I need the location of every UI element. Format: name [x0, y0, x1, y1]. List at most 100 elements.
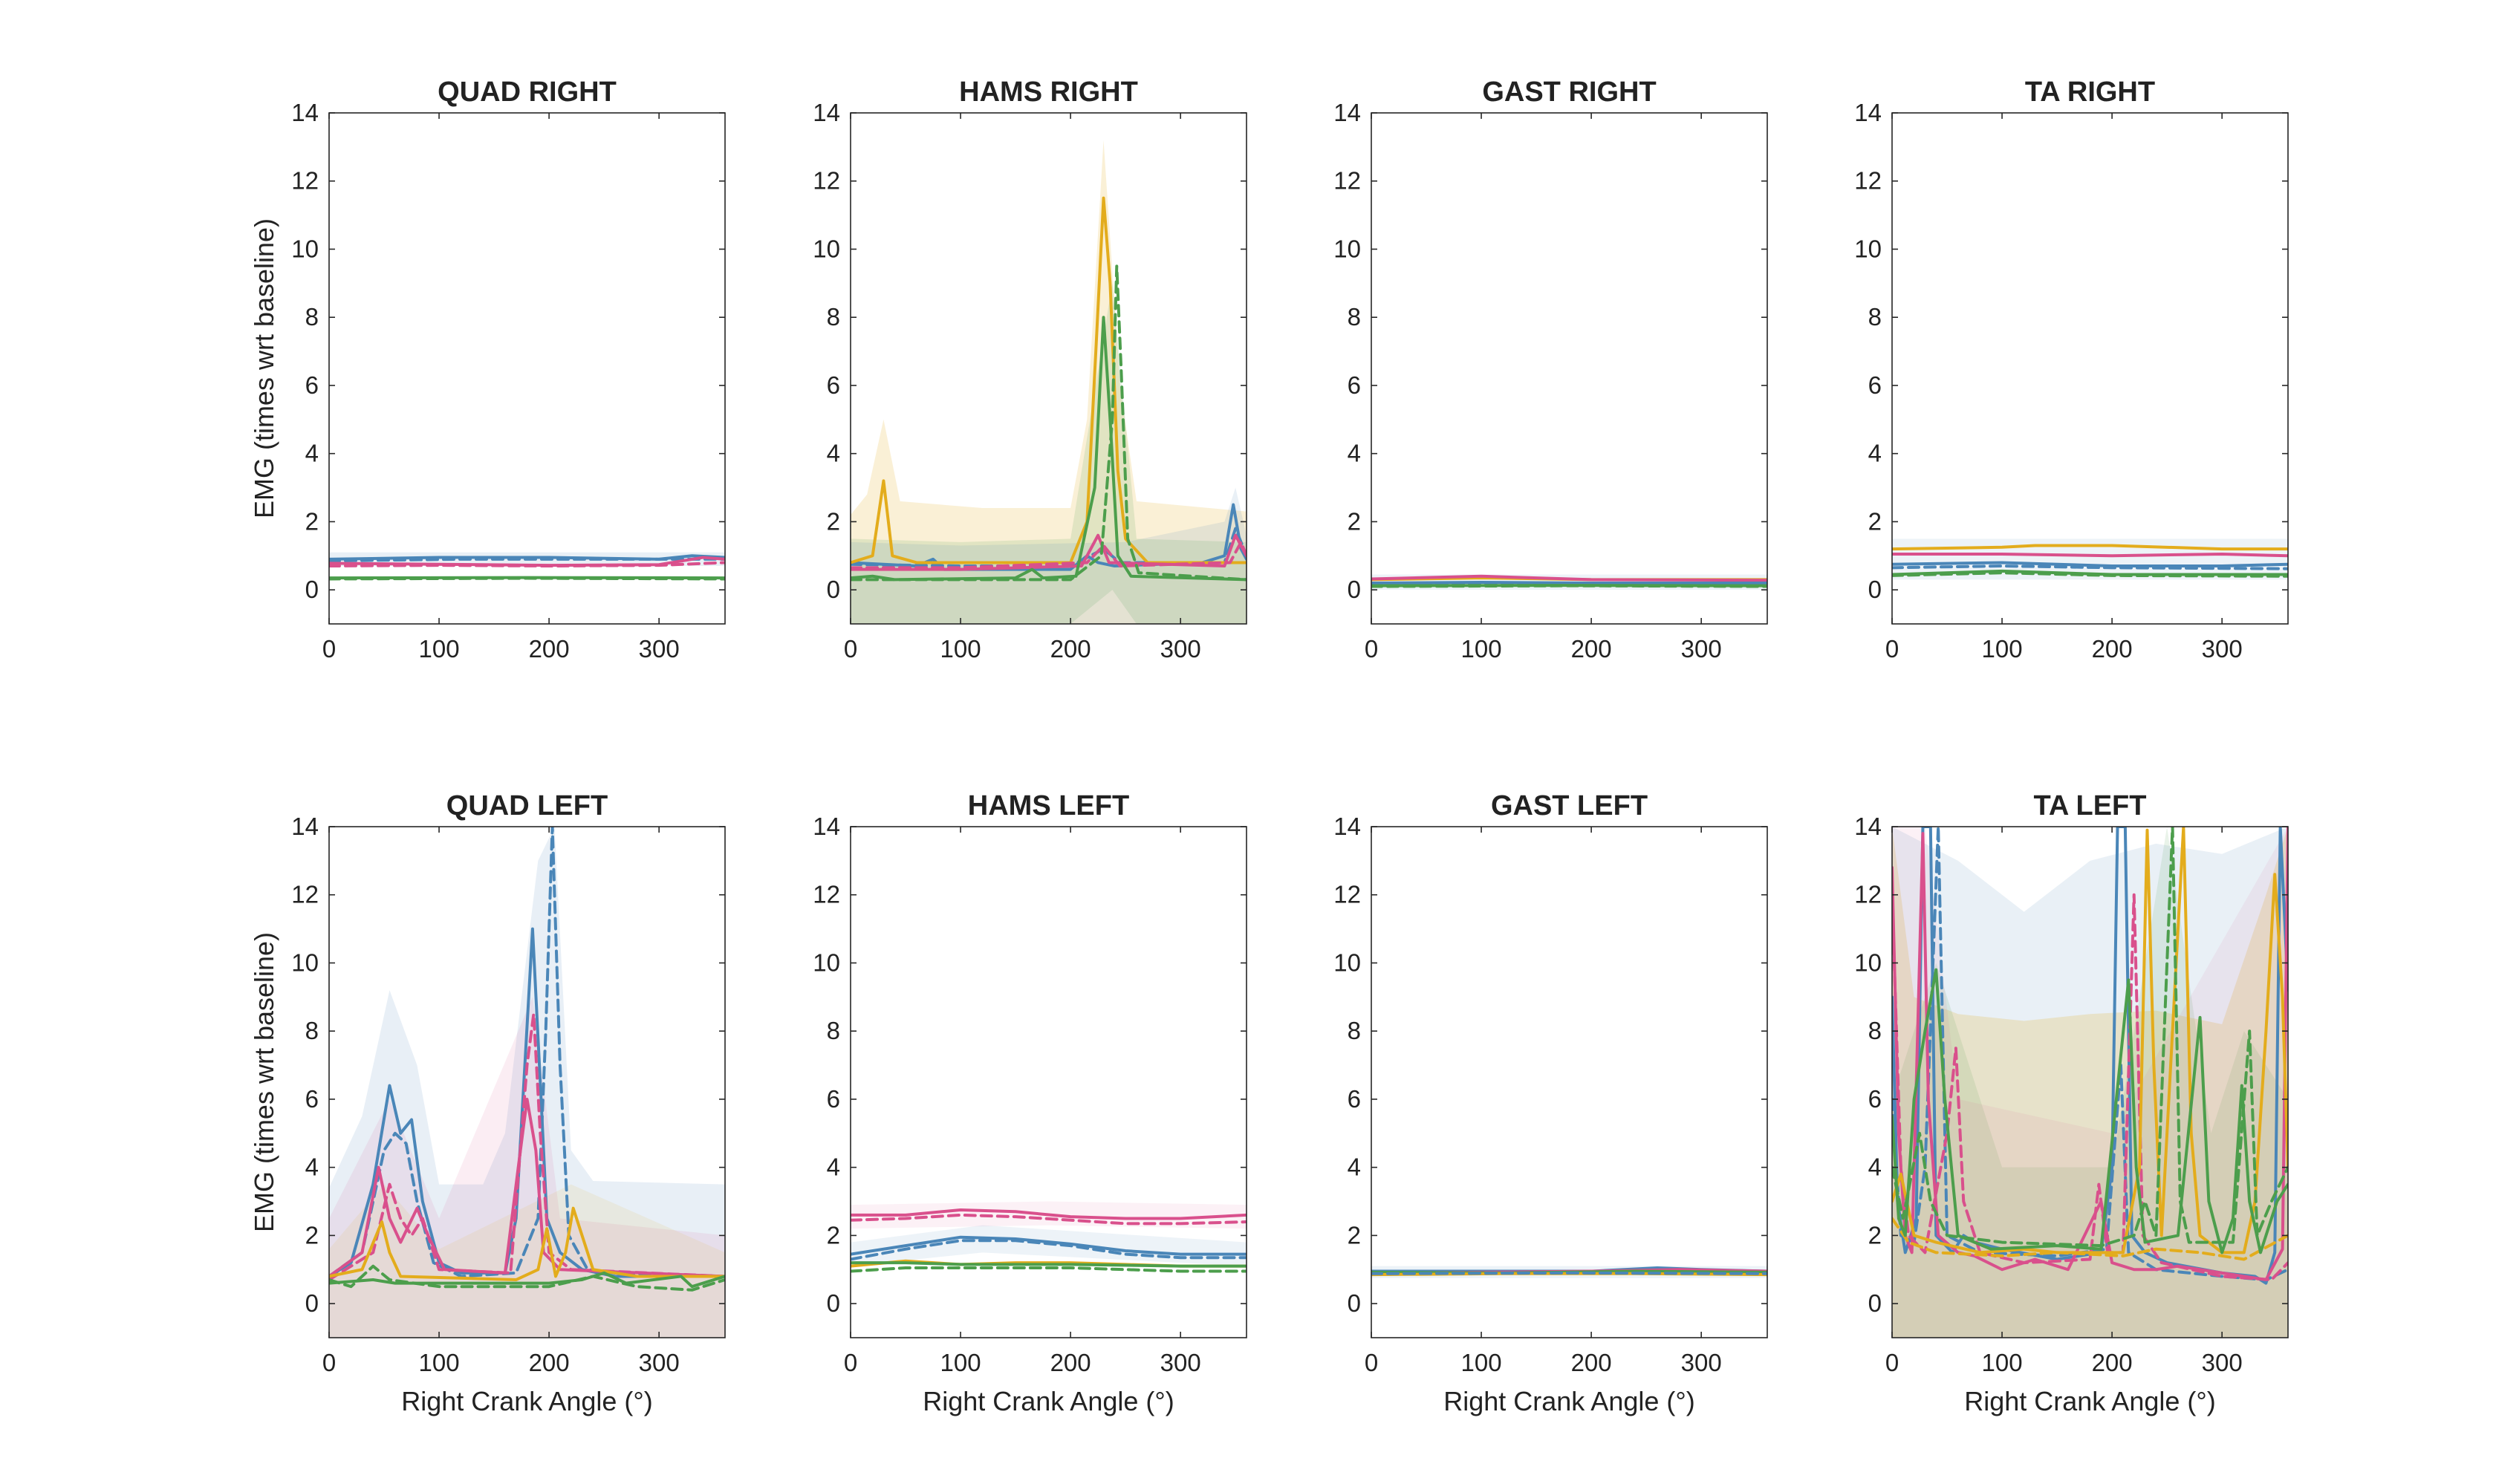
- series-line-blue-dashed: [1892, 564, 2288, 570]
- variability-band-yellow: [851, 140, 1247, 624]
- axes-box: [1891, 826, 2289, 1338]
- x-tick-label: 0: [1365, 1349, 1378, 1376]
- variability-band-green: [851, 283, 1247, 624]
- y-tick-label: 0: [827, 576, 840, 603]
- y-tick-label: 2: [1348, 1221, 1361, 1249]
- plot-area: [1371, 113, 1767, 624]
- x-tick-label: 200: [1571, 635, 1612, 663]
- series-line-green-dashed: [851, 1266, 1247, 1273]
- series-line-green-dashed: [329, 1264, 725, 1292]
- y-tick-label: 10: [291, 948, 319, 976]
- x-tick-label: 100: [1982, 635, 2023, 663]
- x-tick-label: 300: [1681, 1349, 1722, 1376]
- series-line-pink: [1892, 827, 2288, 1282]
- panel-title: HAMS LEFT: [968, 790, 1129, 821]
- y-tick-label: 14: [1333, 813, 1361, 840]
- plot-content: [851, 1201, 1247, 1273]
- series-line-blue-dashed: [851, 527, 1247, 568]
- y-tick-label: 14: [813, 99, 840, 126]
- y-tick-label: 10: [291, 235, 319, 262]
- y-tick-label: 10: [1333, 235, 1361, 262]
- panel-gast-left: 0 2 4 6 8 10 12 14 0 100 200 300 GAST LEFT Right Cran…: [1333, 790, 1768, 1416]
- panel-title: GAST RIGHT: [1482, 77, 1656, 108]
- series-line-blue: [329, 927, 725, 1278]
- plot-area: [851, 827, 1247, 1338]
- series-line-blue-dashed: [329, 827, 725, 1278]
- y-tick-label: 12: [813, 167, 840, 195]
- x-tick-label: 200: [2092, 635, 2133, 663]
- variability-band-green: [1892, 827, 2288, 1338]
- series-line-green-dashed: [1371, 584, 1767, 588]
- y-tick-label: 0: [1348, 576, 1361, 603]
- x-tick-label: 300: [639, 1349, 680, 1376]
- y-tick-label: 12: [291, 881, 319, 908]
- x-tick-label: 200: [1050, 1349, 1091, 1376]
- x-tick-label: 100: [940, 1349, 981, 1376]
- series-line-blue: [1892, 561, 2288, 568]
- series-line-blue: [851, 503, 1247, 571]
- variability-band-blue: [1892, 827, 2288, 1338]
- y-tick-label: 4: [1348, 1153, 1361, 1181]
- series-line-pink-dashed: [851, 540, 1247, 570]
- x-tick-label: 200: [529, 1349, 570, 1376]
- series-line-blue-dashed: [851, 1239, 1247, 1261]
- axes-box: [328, 112, 726, 625]
- y-tick-label: 2: [305, 507, 319, 535]
- y-tick-label: 10: [813, 948, 840, 976]
- y-tick-label: 14: [291, 813, 319, 840]
- x-tick-label: 0: [1365, 635, 1378, 663]
- series-line-pink: [1371, 574, 1767, 582]
- y-tick-label: 10: [1333, 948, 1361, 976]
- y-tick-label: 8: [827, 1017, 840, 1044]
- y-tick-label: 4: [1868, 440, 1882, 467]
- series-line-blue-dashed: [1892, 827, 2288, 1282]
- y-tick-label: 0: [305, 1289, 319, 1317]
- x-axis-label: Right Crank Angle (°): [923, 1386, 1174, 1416]
- y-tick-label: 12: [291, 167, 319, 195]
- y-tick-label: 4: [1348, 440, 1361, 467]
- y-tick-label: 12: [1854, 881, 1882, 908]
- series-line-blue-dashed: [1371, 581, 1767, 585]
- axes-box: [1371, 826, 1768, 1338]
- series-line-green-dashed: [851, 264, 1247, 582]
- panel-title: GAST LEFT: [1491, 790, 1648, 821]
- series-line-green: [851, 1261, 1247, 1268]
- x-tick-label: 100: [1982, 1349, 2023, 1376]
- plot-content: [329, 552, 725, 581]
- y-tick-label: 0: [305, 576, 319, 603]
- series-line-green-dashed: [1892, 571, 2288, 578]
- series-line-yellow: [1892, 827, 2288, 1254]
- series-line-pink-dashed: [329, 561, 725, 568]
- y-tick-label: 8: [1868, 303, 1882, 331]
- y-tick-label: 0: [1868, 1289, 1882, 1317]
- x-tick-label: 0: [322, 1349, 336, 1376]
- y-tick-label: 8: [305, 1017, 319, 1044]
- axes-box: [328, 826, 726, 1338]
- x-axis-label: Right Crank Angle (°): [1964, 1386, 2216, 1416]
- y-tick-label: 8: [827, 303, 840, 331]
- axes-box: [1891, 112, 2289, 625]
- plot-content: [1892, 827, 2288, 1338]
- x-tick-label: 100: [940, 635, 981, 663]
- y-tick-label: 12: [1333, 167, 1361, 195]
- series-line-pink: [1892, 552, 2288, 558]
- y-tick-label: 8: [1348, 1017, 1361, 1044]
- x-tick-label: 0: [1885, 1349, 1899, 1376]
- y-axis-label: EMG (times wrt baseline): [249, 932, 279, 1232]
- plot-content: [329, 827, 725, 1338]
- panel-title: TA RIGHT: [2025, 77, 2155, 108]
- y-tick-label: 2: [1868, 507, 1882, 535]
- y-tick-label: 10: [1854, 948, 1882, 976]
- y-tick-label: 14: [1333, 99, 1361, 126]
- series-line-blue: [329, 554, 725, 561]
- y-tick-label: 14: [291, 99, 319, 126]
- y-tick-label: 6: [1868, 371, 1882, 399]
- y-tick-label: 6: [1348, 371, 1361, 399]
- variability-band-pink: [1892, 827, 2288, 1338]
- x-tick-label: 0: [322, 635, 336, 663]
- plot-content: [1371, 574, 1767, 590]
- variability-band-yellow: [329, 1184, 725, 1338]
- x-axis-label: Right Crank Angle (°): [401, 1386, 653, 1416]
- y-tick-label: 2: [305, 1221, 319, 1249]
